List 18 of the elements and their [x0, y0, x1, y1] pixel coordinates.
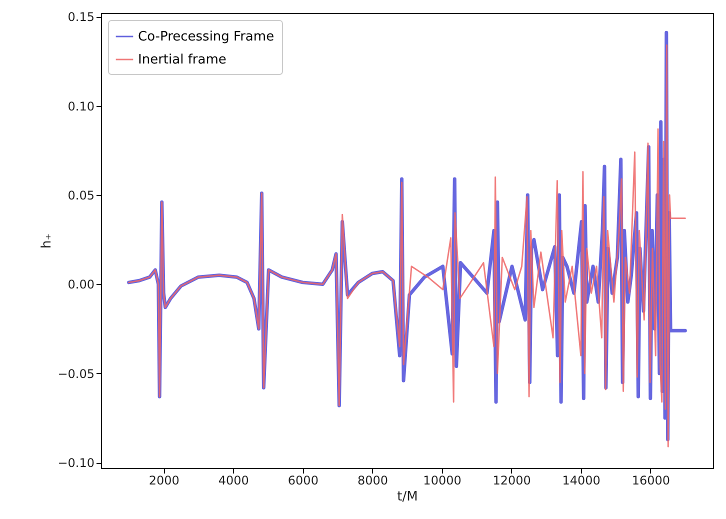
- x-axis-title: t/M: [397, 490, 418, 504]
- x-tick-label: 14000: [562, 474, 600, 488]
- y-tick-label: 0.00: [68, 278, 94, 292]
- legend-label: Inertial frame: [138, 52, 226, 68]
- x-tick-label: 12000: [492, 474, 531, 488]
- x-tick-label: 6000: [288, 474, 318, 488]
- y-tick-label: −0.10: [58, 456, 94, 470]
- x-tick-label: 4000: [218, 474, 249, 488]
- y-tick-label: −0.05: [58, 366, 94, 381]
- x-tick-label: 16000: [632, 474, 670, 488]
- y-tick-label: 0.05: [68, 188, 94, 202]
- x-tick-label: 2000: [148, 474, 180, 488]
- x-tick-label: 10000: [423, 474, 462, 488]
- y-tick-label: 0.10: [68, 99, 94, 114]
- x-tick-label: 8000: [357, 474, 388, 488]
- y-axis-title: h₊: [40, 233, 55, 249]
- y-tick-label: 0.15: [68, 10, 94, 24]
- legend-label: Co-Precessing Frame: [138, 30, 274, 44]
